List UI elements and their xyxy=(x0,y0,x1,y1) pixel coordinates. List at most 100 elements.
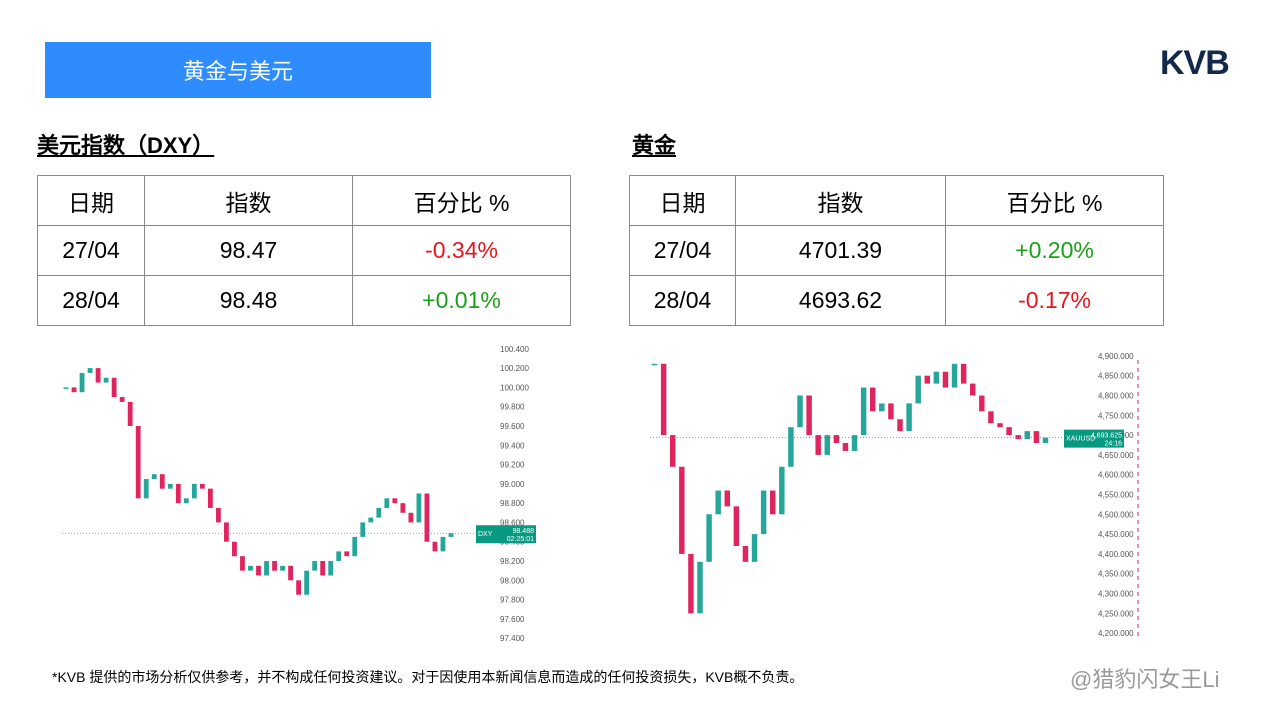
candle xyxy=(256,565,261,576)
tag-symbol: DXY xyxy=(478,531,493,538)
candle xyxy=(232,541,237,557)
candle xyxy=(191,483,197,499)
price-tag xyxy=(1064,429,1124,448)
candle xyxy=(240,556,245,571)
y-tick-label: 4,350.000 xyxy=(1098,570,1134,579)
table-row: 28/04 98.48 +0.01% xyxy=(37,275,571,326)
y-tick-label: 4,400.000 xyxy=(1098,550,1134,559)
candle xyxy=(1015,435,1021,440)
y-tick-label: 99.200 xyxy=(500,461,525,470)
y-tick-label: 4,550.000 xyxy=(1098,491,1134,500)
y-tick-label: 98.600 xyxy=(500,518,525,527)
table: 日期 指数 百分比 % 27/04 98.47 -0.34% 28/04 98.48 +0.01… xyxy=(37,175,571,326)
candle xyxy=(924,375,930,384)
y-tick-label: 4,800.000 xyxy=(1098,391,1134,400)
price-tag xyxy=(476,525,536,544)
candle xyxy=(376,507,382,518)
y-tick-label: 4,900.000 xyxy=(1098,352,1134,361)
candle xyxy=(280,565,285,571)
candle xyxy=(384,498,390,508)
cell: 28/04 xyxy=(37,275,145,326)
candle xyxy=(159,474,165,489)
candle xyxy=(416,493,422,523)
candle xyxy=(806,395,812,436)
candle xyxy=(679,466,685,554)
candle xyxy=(175,483,181,504)
y-tick-label: 100.200 xyxy=(500,364,529,373)
candle xyxy=(760,490,767,535)
candle xyxy=(742,545,749,562)
candle xyxy=(199,483,205,489)
candle xyxy=(1006,427,1012,436)
y-tick-label: 97.600 xyxy=(500,615,525,624)
candle xyxy=(272,561,277,571)
candle xyxy=(264,561,269,576)
candle xyxy=(860,387,867,436)
table-row: 日期 指数 百分比 % xyxy=(629,175,1164,226)
candle xyxy=(312,561,318,571)
candle xyxy=(440,536,446,552)
cell: 28/04 xyxy=(629,275,736,326)
candle xyxy=(724,490,730,507)
y-tick-label: 100.000 xyxy=(500,383,529,392)
candle xyxy=(824,435,830,455)
candle xyxy=(400,503,406,513)
candle xyxy=(797,395,803,428)
candle xyxy=(697,561,703,614)
candle xyxy=(248,565,253,571)
cell: 4693.62 xyxy=(735,275,946,326)
header-cell: 百分比 % xyxy=(945,175,1164,226)
y-tick-label: 4,500.000 xyxy=(1098,510,1134,519)
candle xyxy=(906,403,912,432)
candle xyxy=(215,507,221,523)
candle xyxy=(95,368,101,383)
y-tick-label: 99.400 xyxy=(500,441,525,450)
table-row: 27/04 4701.39 +0.20% xyxy=(629,225,1164,276)
candle xyxy=(988,411,994,424)
candle xyxy=(296,580,302,595)
cell: -0.17% xyxy=(945,275,1164,326)
candle xyxy=(207,488,213,508)
y-tick-label: 98.800 xyxy=(500,499,525,508)
candle xyxy=(448,533,454,537)
section-title: 美元指数（DXY） xyxy=(37,133,215,158)
y-tick-label: 99.800 xyxy=(500,403,525,412)
candle xyxy=(970,383,976,396)
cell: +0.01% xyxy=(352,275,571,326)
candle xyxy=(408,512,414,523)
candle xyxy=(135,425,141,499)
candle xyxy=(328,561,334,576)
y-tick-label: 4,650.000 xyxy=(1098,451,1134,460)
y-tick-label: 4,450.000 xyxy=(1098,530,1134,539)
candle xyxy=(770,490,776,515)
candle xyxy=(788,427,794,467)
candle xyxy=(79,372,85,393)
candle xyxy=(183,498,189,504)
candle xyxy=(392,498,398,504)
header-cell: 日期 xyxy=(37,175,145,226)
candle xyxy=(143,479,149,499)
y-tick-label: 99.000 xyxy=(500,480,525,489)
candle xyxy=(879,403,885,412)
cell: 4701.39 xyxy=(735,225,946,276)
tag-price: 4,693.625 xyxy=(1091,433,1122,440)
candle xyxy=(951,363,958,388)
candle xyxy=(733,506,740,546)
cell: +0.20% xyxy=(945,225,1164,276)
y-tick-label: 100.400 xyxy=(500,345,529,354)
candle xyxy=(167,483,173,489)
candle xyxy=(1024,431,1030,440)
candle xyxy=(851,435,858,451)
y-tick-label: 4,200.000 xyxy=(1098,629,1134,638)
candle xyxy=(997,423,1003,428)
candle xyxy=(103,377,109,383)
candle xyxy=(715,490,721,515)
candle xyxy=(933,371,940,384)
candle xyxy=(960,363,967,384)
section-title: 黄金 xyxy=(632,133,677,158)
candle xyxy=(833,435,840,444)
candle xyxy=(979,395,985,412)
header-cell: 日期 xyxy=(629,175,736,226)
